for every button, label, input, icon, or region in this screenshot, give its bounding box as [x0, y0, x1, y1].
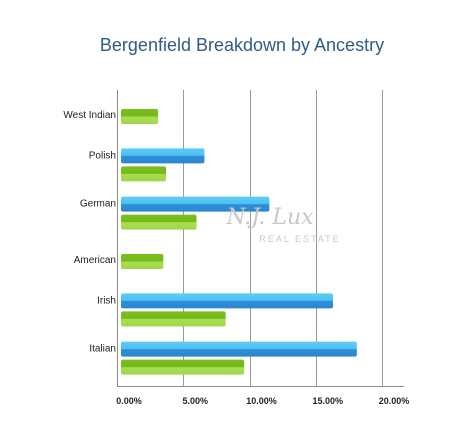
bar-series-2	[121, 359, 245, 375]
grid-lines	[117, 90, 404, 387]
category-label: American	[74, 255, 116, 266]
bar-series-2	[121, 166, 167, 182]
x-tick-label: 10.00%	[246, 396, 277, 406]
x-tick-label: 0.00%	[116, 396, 142, 406]
bars-group	[121, 109, 357, 375]
bar-series-1	[121, 293, 333, 309]
category-label: Polish	[89, 150, 116, 161]
x-tick-labels: 0.00% 5.00% 10.00% 15.00% 20.00%	[116, 396, 409, 406]
bar-series-2	[121, 109, 159, 124]
x-tick-label: 20.00%	[379, 396, 410, 406]
watermark-name: N.J. Lux	[225, 205, 314, 230]
chart-title: Bergenfield Breakdown by Ancestry	[100, 35, 384, 55]
category-label: West Indian	[63, 110, 116, 121]
x-tick-label: 15.00%	[312, 396, 343, 406]
x-tick-label: 5.00%	[182, 396, 208, 406]
bar-series-1	[121, 341, 357, 357]
category-labels: West Indian Polish German American Irish Ital…	[63, 110, 116, 355]
bar-series-2	[121, 214, 197, 230]
watermark-subtitle: REAL ESTATE	[259, 234, 340, 244]
bar-series-2	[121, 254, 164, 269]
watermark: N.J. Lux REAL ESTATE	[225, 205, 340, 244]
bar-series-2	[121, 311, 226, 327]
bar-series-1	[121, 148, 205, 164]
category-label: Italian	[89, 344, 116, 355]
bar-series-1	[121, 196, 270, 212]
category-label: Irish	[97, 295, 116, 306]
category-label: German	[80, 199, 116, 210]
